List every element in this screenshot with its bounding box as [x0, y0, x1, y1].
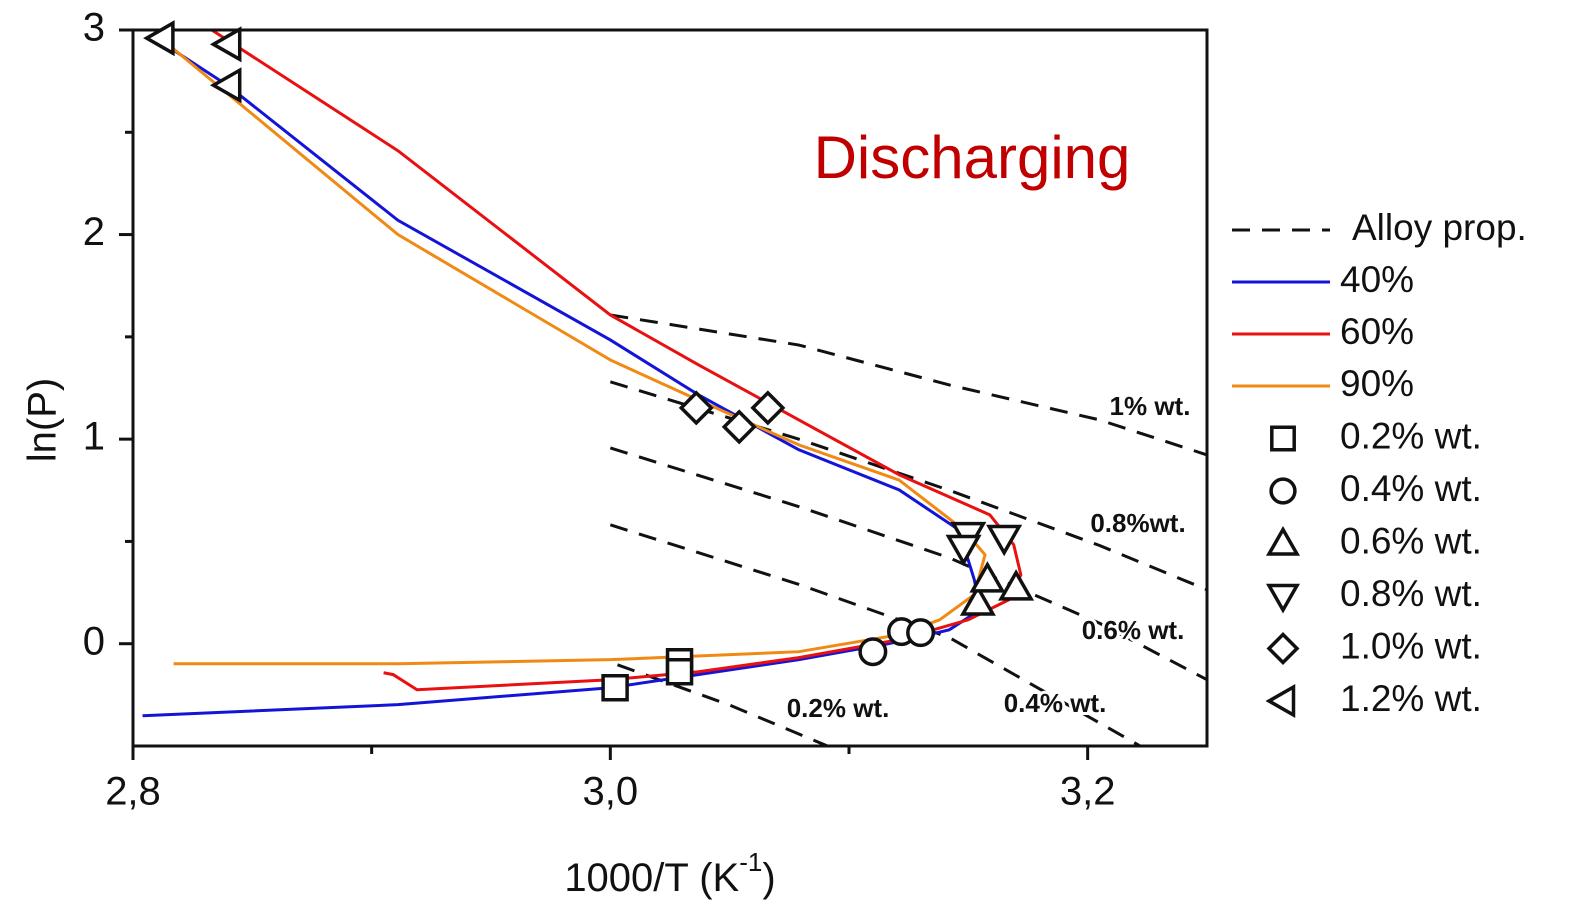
legend-label: 0.8% wt. — [1340, 573, 1482, 614]
legend-label: 60% — [1340, 311, 1414, 352]
legend-label: 90% — [1340, 363, 1414, 404]
legend-label: 0.2% wt. — [1340, 415, 1482, 456]
alloy-label: 0.2% wt. — [787, 693, 890, 723]
marker — [721, 409, 757, 445]
y-tick-label: 1 — [83, 415, 105, 459]
marker — [209, 26, 242, 63]
alloy-label: 1% wt. — [1110, 391, 1191, 421]
y-tick-label: 3 — [83, 6, 105, 50]
plot-frame — [131, 28, 1209, 748]
marker — [969, 561, 1006, 593]
marker — [986, 524, 1023, 557]
alloy-label: 0.6% wt. — [1082, 615, 1185, 645]
marker — [945, 534, 982, 567]
marker — [601, 673, 629, 702]
alloy-line — [609, 523, 1141, 746]
alloy-line — [616, 663, 829, 746]
legend-label: 40% — [1340, 259, 1414, 300]
legend-label: 0.6% wt. — [1340, 520, 1482, 561]
x-axis-label: 1000/T (K-1) — [564, 847, 775, 900]
marker — [143, 20, 175, 57]
legend-label: 1.2% wt. — [1340, 678, 1482, 719]
y-tick-label: 0 — [83, 619, 105, 663]
legend-label: 1.0% wt. — [1340, 625, 1482, 666]
legend-marker — [1266, 632, 1300, 665]
legend-label: 0.4% wt. — [1340, 468, 1482, 509]
alloy-label: 0.4% wt. — [1004, 688, 1107, 718]
legend-marker — [1265, 683, 1296, 719]
alloy-label: 0.8%wt. — [1090, 508, 1185, 538]
y-axis-label: ln(P) — [21, 378, 65, 462]
legend-marker — [1265, 525, 1301, 556]
marker — [959, 584, 996, 616]
x-axis-label-main: 1000/T (K — [564, 856, 739, 900]
marker — [665, 657, 694, 686]
legend-marker — [1269, 477, 1297, 505]
legend-label: Alloy prop. — [1352, 207, 1527, 248]
marker — [678, 390, 714, 426]
y-tick-label: 2 — [83, 210, 105, 254]
marker — [858, 637, 888, 667]
legend-marker — [1270, 425, 1296, 452]
x-tick-label: 3,2 — [1060, 770, 1116, 814]
x-tick-label: 3,0 — [583, 770, 639, 814]
x-tick-label: 2,8 — [105, 770, 161, 814]
legend-marker — [1265, 583, 1301, 614]
x-axis-label-end: ) — [762, 856, 775, 900]
marker — [906, 618, 936, 648]
marker — [209, 67, 242, 104]
alloy-line — [610, 313, 1207, 457]
marker — [998, 569, 1035, 601]
annotation: Discharging — [814, 124, 1131, 191]
alloy-line — [609, 446, 1207, 682]
x-axis-label-sup: -1 — [739, 847, 762, 877]
marker — [750, 390, 786, 426]
